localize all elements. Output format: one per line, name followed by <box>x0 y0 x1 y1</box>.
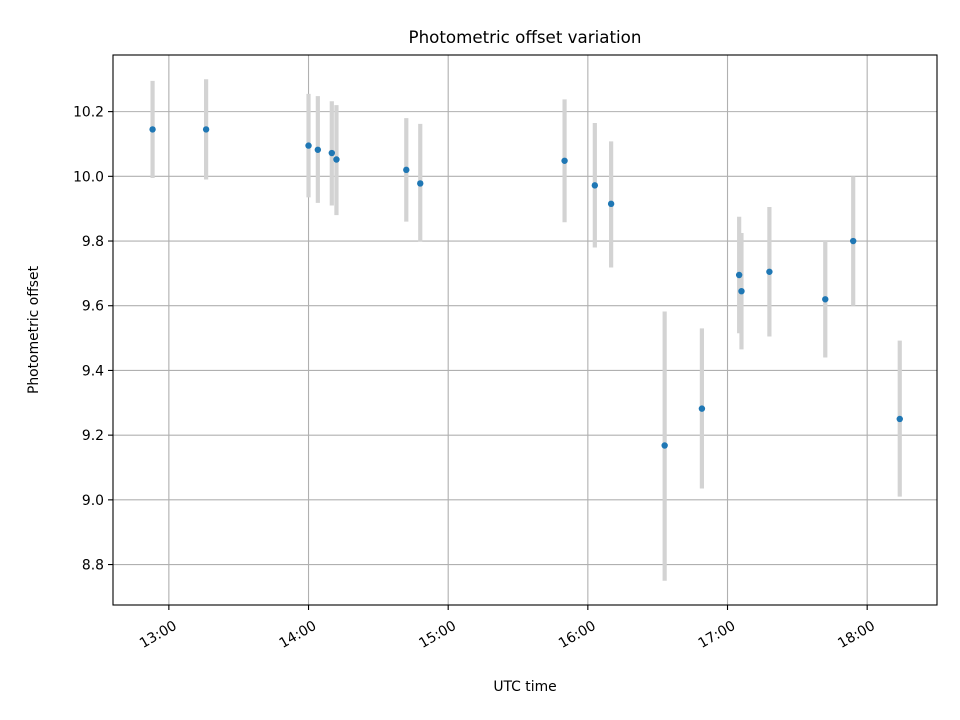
data-point <box>314 146 322 153</box>
data-point <box>607 200 615 208</box>
data-point <box>850 237 857 245</box>
data-point <box>149 126 156 133</box>
data-point <box>305 142 312 149</box>
data-point <box>661 442 668 449</box>
y-tick-label: 9.4 <box>82 363 104 379</box>
y-tick-label: 9.6 <box>82 299 104 315</box>
x-tick-label: 18:00 <box>835 618 878 652</box>
point-layer <box>149 126 903 449</box>
data-point <box>591 182 599 189</box>
data-point <box>896 415 903 423</box>
data-point <box>738 287 745 295</box>
x-axis-label: UTC time <box>493 679 556 695</box>
data-point <box>766 268 773 275</box>
y-tick-label: 9.8 <box>82 234 104 250</box>
data-point <box>561 157 568 164</box>
x-tick-label: 13:00 <box>137 618 180 652</box>
plot-frame <box>112 54 938 606</box>
data-point <box>417 180 424 187</box>
x-tick-label: 14:00 <box>277 618 320 652</box>
y-tick-label: 10.0 <box>73 169 104 185</box>
plot-background <box>113 55 937 605</box>
data-point <box>735 271 743 279</box>
y-tick-label: 10.2 <box>73 105 104 121</box>
x-tick-label: 16:00 <box>556 618 599 652</box>
data-point <box>333 156 340 163</box>
y-tick-label: 8.8 <box>82 558 104 574</box>
data-point <box>698 405 706 412</box>
x-tick-label: 15:00 <box>416 618 459 652</box>
y-tick-label: 9.0 <box>82 493 104 509</box>
data-point <box>202 126 210 133</box>
y-axis-label: Photometric offset <box>26 265 42 394</box>
x-tick-label: 17:00 <box>696 618 739 652</box>
y-tick-label: 9.2 <box>82 428 104 444</box>
grid-layer <box>113 55 937 605</box>
data-point <box>822 296 829 303</box>
data-point <box>328 149 336 157</box>
data-point <box>403 166 410 174</box>
chart-title: Photometric offset variation <box>409 27 642 47</box>
